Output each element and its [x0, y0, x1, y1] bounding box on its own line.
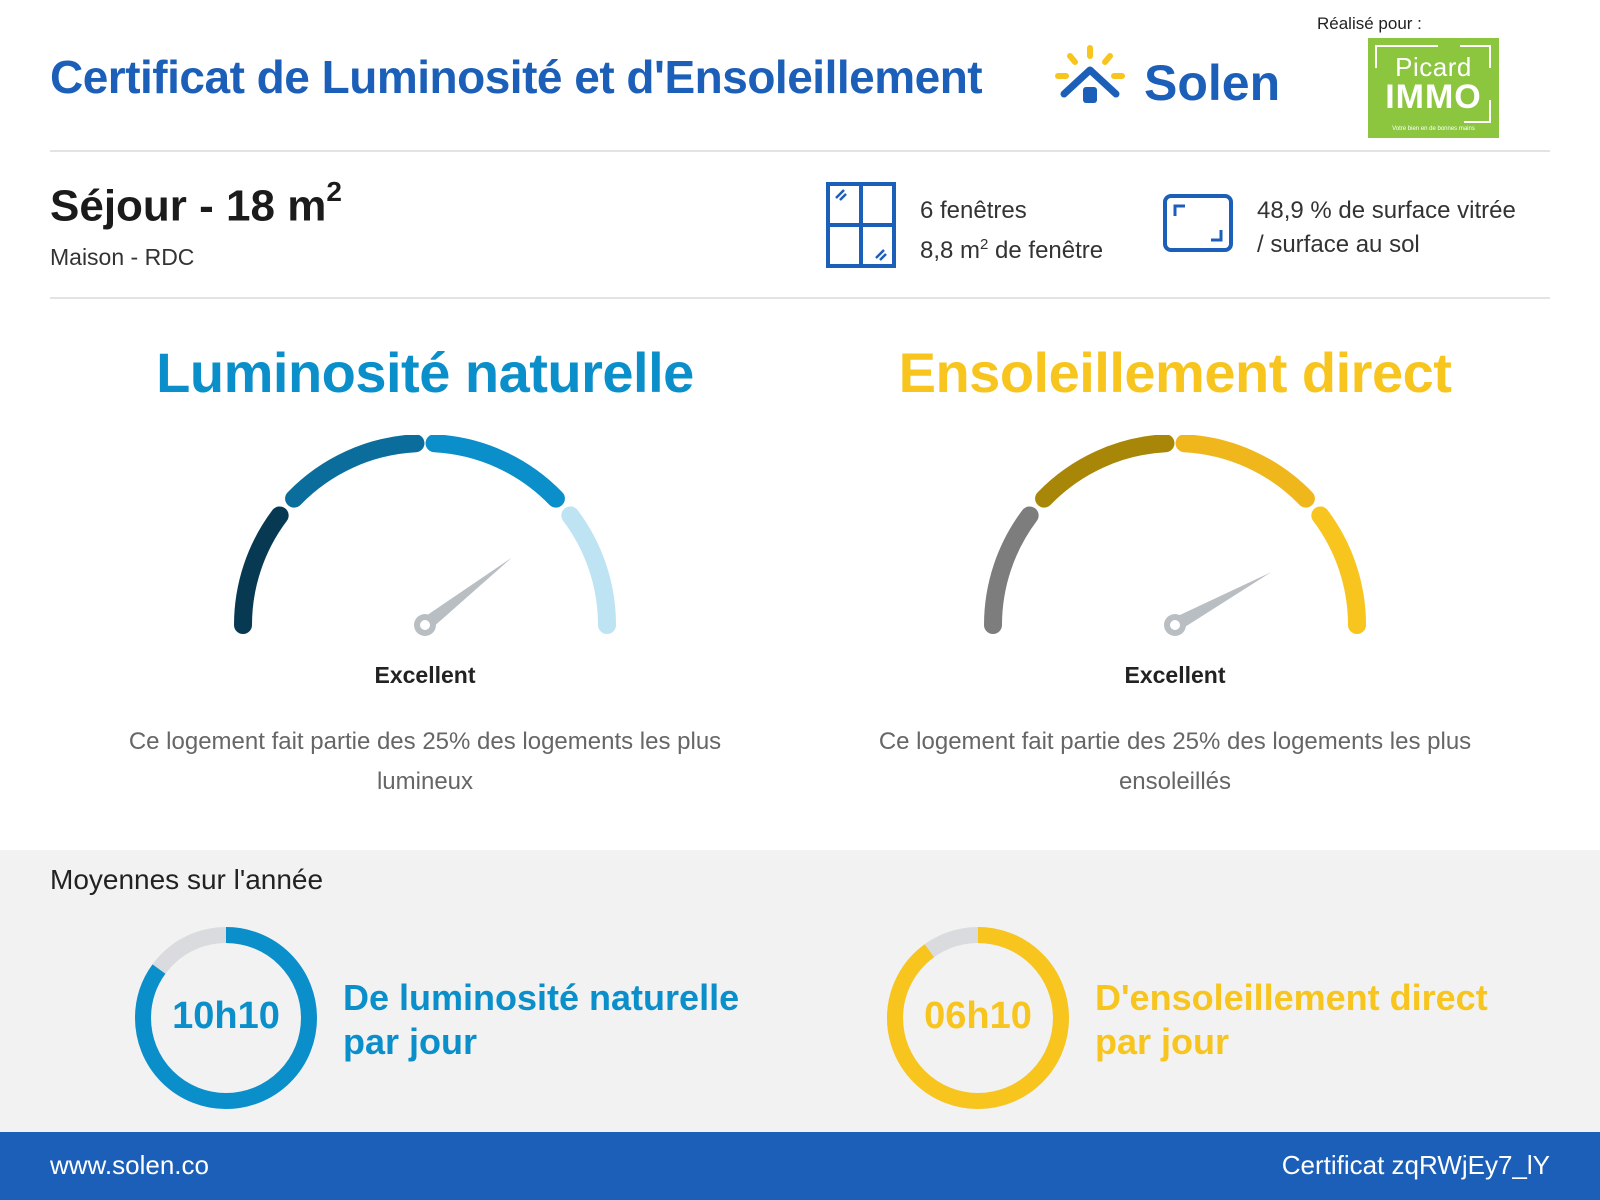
- sunshine-gauge-segment: [1175, 435, 1315, 508]
- window-area-suffix: de fenêtre: [988, 237, 1104, 264]
- room-title-text: Séjour - 18 m: [50, 181, 327, 231]
- sun-house-icon: [1055, 45, 1125, 103]
- window-area: 8,8 m2 de fenêtre: [920, 228, 1103, 268]
- window-icon: [826, 182, 896, 268]
- room-title-sup: 2: [326, 176, 342, 207]
- client-tagline: Votre bien en de bonnes mains: [1392, 126, 1475, 132]
- divider: [50, 297, 1550, 299]
- window-area-sup: 2: [980, 236, 989, 253]
- divider: [50, 150, 1550, 152]
- glazing-line2: / surface au sol: [1257, 231, 1420, 258]
- luminosity-section: Luminosité naturelle Excellent Ce logeme…: [75, 340, 775, 795]
- room-subtitle: Maison - RDC: [50, 244, 195, 270]
- window-area-value: 8,8 m: [920, 237, 981, 264]
- sunshine-description: Ce logement fait partie des 25% des loge…: [878, 728, 1472, 795]
- luminosity-rating: Excellent: [374, 662, 476, 688]
- glazing-info: 48,9 % de surface vitrée / surface au so…: [1257, 194, 1516, 262]
- luminosity-gauge: [234, 435, 616, 636]
- luminosity-gauge-segment: [234, 506, 289, 634]
- luminosity-avg-line1: De luminosité naturelle: [343, 977, 740, 1018]
- sunshine-ring-progress: [887, 927, 1069, 1109]
- glazing-line1: 48,9 % de surface vitrée: [1257, 197, 1516, 224]
- luminosity-description: Ce logement fait partie des 25% des loge…: [128, 728, 722, 795]
- sunshine-ring: [887, 927, 1069, 1109]
- footer: www.solen.co Certificat zqRWjEy7_lY: [0, 1132, 1600, 1200]
- luminosity-ring: [135, 927, 317, 1109]
- luminosity-title: Luminosité naturelle: [156, 341, 694, 404]
- sunshine-gauge-segment: [984, 506, 1039, 634]
- sunshine-gauge-segment: [1311, 506, 1366, 634]
- page-title: Certificat de Luminosité et d'Ensoleille…: [50, 51, 983, 103]
- luminosity-avg-line2: par jour: [343, 1021, 478, 1062]
- sunshine-needle-hub-center: [1170, 620, 1180, 630]
- sunshine-gauge: [984, 435, 1366, 636]
- luminosity-avg-text: De luminosité naturelle par jour: [343, 976, 739, 1064]
- luminosity-ring-progress: [135, 927, 317, 1109]
- brand-name: Solen: [1144, 55, 1281, 111]
- luminosity-gauge-segment: [285, 435, 425, 508]
- client-name-line2: IMMO: [1385, 78, 1482, 116]
- sunshine-section: Ensoleillement direct Excellent Ce logem…: [825, 340, 1525, 795]
- luminosity-gauge-segment: [561, 506, 616, 634]
- room-title: Séjour - 18 m2: [50, 176, 342, 232]
- sunshine-title: Ensoleillement direct: [898, 341, 1452, 404]
- website-link[interactable]: www.solen.co: [50, 1150, 209, 1180]
- sunshine-rating: Excellent: [1124, 662, 1226, 688]
- luminosity-needle-hub-center: [420, 620, 430, 630]
- averages-band: Moyennes sur l'année 10h10 De luminosité…: [0, 850, 1600, 1132]
- luminosity-gauge-segment: [425, 435, 565, 508]
- luminosity-gauge-needle: [420, 557, 512, 631]
- certificate-id: Certificat zqRWjEy7_lY: [1281, 1150, 1550, 1180]
- averages-title: Moyennes sur l'année: [50, 864, 324, 895]
- client-name-line1: Picard: [1395, 52, 1472, 82]
- sunshine-avg-line1: D'ensoleillement direct: [1095, 977, 1488, 1018]
- made-for-label: Réalisé pour :: [1317, 14, 1422, 33]
- sunshine-avg-text: D'ensoleillement direct par jour: [1095, 976, 1488, 1064]
- sunshine-hours: 06h10: [924, 995, 1032, 1037]
- header: Certificat de Luminosité et d'Ensoleille…: [0, 0, 1600, 150]
- luminosity-hours: 10h10: [172, 995, 280, 1037]
- client-logo: Picard IMMO Votre bien en de bonnes main…: [1368, 38, 1499, 138]
- sunshine-gauge-segment: [1035, 435, 1175, 508]
- surface-icon: [1163, 194, 1233, 252]
- sunshine-gauge-needle: [1171, 572, 1272, 632]
- windows-count: 6 fenêtres: [920, 197, 1027, 224]
- solen-logo: Solen: [1052, 40, 1302, 120]
- sunshine-avg-line2: par jour: [1095, 1021, 1230, 1062]
- window-info: 6 fenêtres 8,8 m2 de fenêtre: [920, 194, 1103, 268]
- logo-frame-icon: [1375, 45, 1491, 123]
